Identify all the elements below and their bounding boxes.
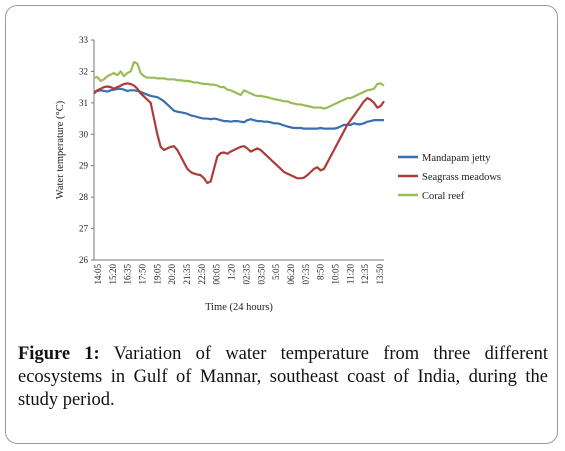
legend: Mandapam jetty Seagrass meadows Coral reef <box>398 153 501 202</box>
figure-caption: Figure 1: Variation of water temperature… <box>18 343 548 412</box>
line-chart: 26 27 28 29 30 31 32 33 14:05 15:20 16:35 17:50 19:… <box>55 35 501 313</box>
y-tick-label: 33 <box>79 35 89 45</box>
y-tick-label: 31 <box>79 98 88 108</box>
caption-label: Figure 1: <box>18 344 100 364</box>
x-tick-label: 10:05 <box>330 264 340 285</box>
legend-entry: Mandapam jetty <box>422 153 491 164</box>
y-tick-label: 30 <box>79 129 89 139</box>
x-tick-label: 00:05 <box>212 264 222 285</box>
caption-text: Variation of water temperature from thre… <box>18 344 548 410</box>
x-tick-label: 20:20 <box>167 264 177 285</box>
x-tick-label: 8:50 <box>316 264 326 281</box>
x-tick-label: 15:20 <box>108 264 118 285</box>
x-tick-label: 16:35 <box>123 264 133 285</box>
y-tick-label: 27 <box>79 224 89 234</box>
x-axis-label: Time (24 hours) <box>205 302 273 313</box>
y-tick-label: 32 <box>79 66 88 76</box>
series-lines <box>93 60 385 185</box>
series-line-2 <box>93 60 385 110</box>
y-tick-labels: 26 27 28 29 30 31 32 33 <box>79 35 89 265</box>
y-tick-label: 29 <box>79 161 89 171</box>
x-tick-label: 03:50 <box>256 264 266 285</box>
chart-axes <box>91 39 384 261</box>
legend-entry: Seagrass meadows <box>422 172 501 183</box>
x-tick-label: 22:50 <box>197 264 207 285</box>
x-tick-label: 19:05 <box>152 264 162 285</box>
y-axis-label: Water temperature (°C) <box>55 100 66 199</box>
x-tick-label: 13:50 <box>375 264 385 285</box>
x-tick-label: 12:35 <box>360 264 370 285</box>
x-tick-label: 21:35 <box>182 264 192 285</box>
x-tick-label: 1:20 <box>227 264 237 281</box>
x-tick-label: 06:20 <box>286 264 296 285</box>
x-tick-label: 02:35 <box>241 264 251 285</box>
x-tick-label: 17:50 <box>138 264 148 285</box>
y-tick-label: 26 <box>79 255 89 265</box>
series-line-1 <box>93 82 385 185</box>
x-tick-label: 14:05 <box>93 264 103 285</box>
series-line-0 <box>93 87 384 130</box>
y-tick-label: 28 <box>79 192 89 202</box>
legend-entry: Coral reef <box>422 191 465 202</box>
x-tick-labels: 14:05 15:20 16:35 17:50 19:05 20:20 21:35 22:50… <box>93 264 385 285</box>
x-tick-label: 11:20 <box>345 264 355 285</box>
x-tick-label: 07:35 <box>301 264 311 285</box>
x-tick-label: 5:05 <box>271 264 281 281</box>
